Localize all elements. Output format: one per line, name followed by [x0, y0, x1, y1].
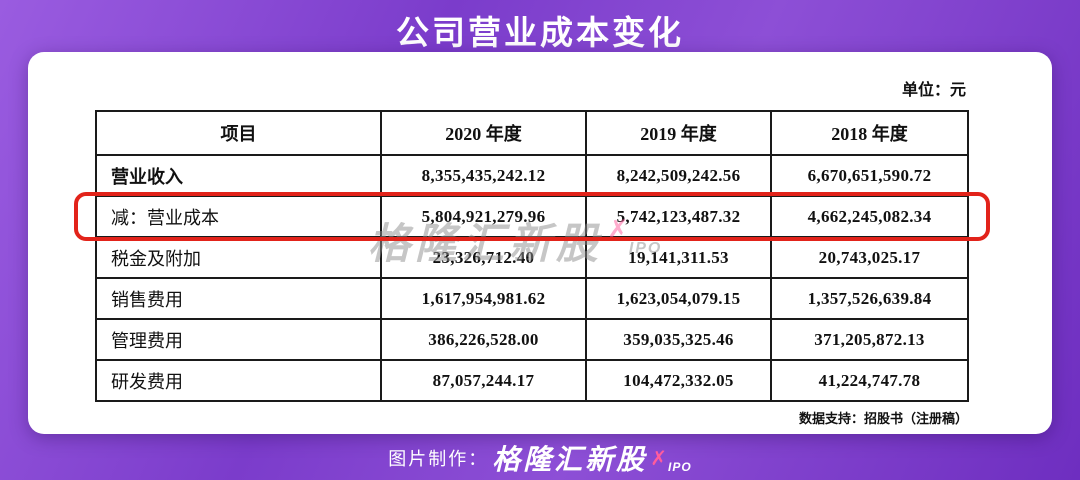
column-header-2018: 2018 年度 [770, 110, 969, 156]
table-row: 减：营业成本 5,804,921,279.96 5,742,123,487.32 4,… [95, 195, 969, 238]
row-value: 87,057,244.17 [380, 359, 587, 402]
footer-brand-text: 格隆汇新股 [492, 444, 648, 475]
row-value: 1,357,526,639.84 [770, 277, 969, 320]
column-header-2020: 2020 年度 [380, 110, 587, 156]
row-value: 1,617,954,981.62 [380, 277, 587, 320]
row-value: 104,472,332.05 [585, 359, 772, 402]
row-label: 税金及附加 [95, 236, 382, 279]
row-value: 386,226,528.00 [380, 318, 587, 361]
row-value: 371,205,872.13 [770, 318, 969, 361]
row-value: 8,242,509,242.56 [585, 154, 772, 197]
row-value: 41,224,747.78 [770, 359, 969, 402]
row-value: 8,355,435,242.12 [380, 154, 587, 197]
footer-credit-label: 图片制作： [388, 449, 489, 469]
page-title: 公司营业成本变化 [396, 14, 684, 51]
row-label: 减：营业成本 [95, 195, 382, 238]
row-value: 6,670,651,590.72 [770, 154, 969, 197]
row-value: 4,662,245,082.34 [770, 195, 969, 238]
table-row: 管理费用 386,226,528.00 359,035,325.46 371,205,… [95, 318, 969, 361]
table-row: 营业收入 8,355,435,242.12 8,242,509,242.56 6,67… [95, 154, 969, 197]
table-row: 销售费用 1,617,954,981.62 1,623,054,079.15 1,35… [95, 277, 969, 320]
row-label: 研发费用 [95, 359, 382, 402]
row-value: 19,141,311.53 [585, 236, 772, 279]
row-value: 359,035,325.46 [585, 318, 772, 361]
table-row: 研发费用 87,057,244.17 104,472,332.05 41,224,74… [95, 359, 969, 402]
row-label: 销售费用 [95, 277, 382, 320]
source-note: 数据支持：招股书（注册稿） [798, 411, 968, 426]
row-value: 5,804,921,279.96 [380, 195, 587, 238]
row-label: 营业收入 [95, 154, 382, 197]
table-card: 单位：元 项目 2020 年度 2019 年度 2018 年度 营业收入 8,35… [28, 52, 1052, 434]
table-header-row: 项目 2020 年度 2019 年度 2018 年度 [95, 110, 969, 156]
footer-ipo-text: IPO [668, 460, 692, 474]
column-header-2019: 2019 年度 [585, 110, 772, 156]
table-body: 营业收入 8,355,435,242.12 8,242,509,242.56 6,67… [95, 154, 969, 402]
footer-credit: 图片制作： 格隆汇新股 ✗ IPO [0, 436, 1080, 480]
column-header-item: 项目 [95, 110, 382, 156]
row-value: 23,326,712.40 [380, 236, 587, 279]
unit-label: 单位：元 [901, 82, 966, 99]
row-value: 1,623,054,079.15 [585, 277, 772, 320]
row-value: 5,742,123,487.32 [585, 195, 772, 238]
financial-table: 项目 2020 年度 2019 年度 2018 年度 营业收入 8,355,435… [95, 110, 969, 402]
row-label: 管理费用 [95, 318, 382, 361]
table-row: 税金及附加 23,326,712.40 19,141,311.53 20,743,02… [95, 236, 969, 279]
row-value: 20,743,025.17 [770, 236, 969, 279]
brand-cross-icon: ✗ [650, 447, 668, 470]
